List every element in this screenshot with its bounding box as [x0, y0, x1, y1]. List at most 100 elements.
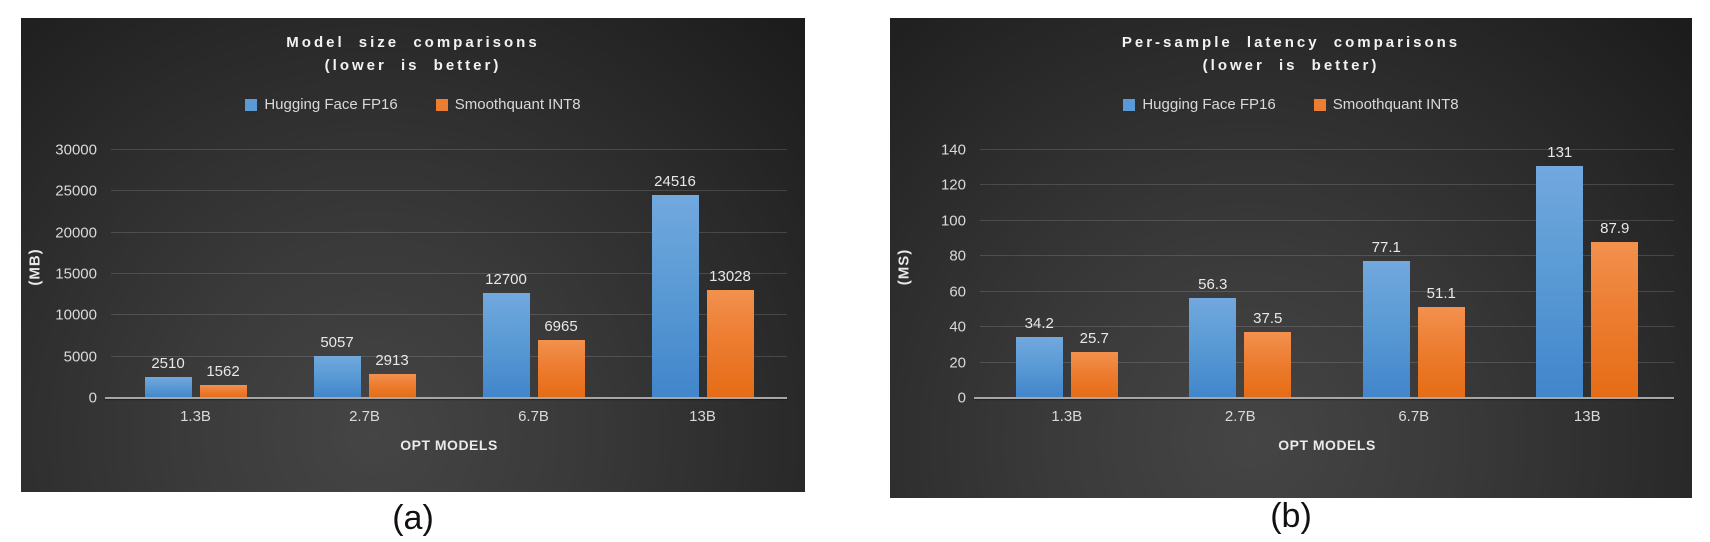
- chart-body: (MS) 0 20 40 60 80 100 120 140 34.2 25.7 56.3 37.5…: [890, 136, 1692, 406]
- gridline-140: [980, 149, 1674, 150]
- bar-smoothquant-int8-6.7B: 51.1: [1417, 286, 1465, 398]
- data-label-smoothquant-int8-6.7B: 6965: [544, 318, 578, 336]
- gridline-120: [980, 184, 1674, 186]
- legend-item-int8: Smoothquant INT8: [1313, 96, 1459, 113]
- bar-group-13B: 24516 13028: [651, 174, 754, 398]
- y-tick-label-20000: 20000: [55, 224, 97, 242]
- bar-hugging-face-fp16-13B: 131: [1536, 145, 1584, 398]
- bar-hugging-face-fp16-6.7B: 12700: [482, 272, 530, 398]
- legend-label-fp16: Hugging Face FP16: [1142, 96, 1276, 113]
- y-tick-label-5000: 5000: [63, 348, 97, 366]
- gridline-60: [980, 290, 1674, 292]
- y-axis-title-text: (MS): [895, 248, 913, 286]
- bar-smoothquant-int8-2.7B: 37.5: [1244, 311, 1292, 398]
- y-axis-ticks: 0 20 40 60 80 100 120 140: [918, 136, 980, 406]
- y-tick-label-120: 120: [940, 176, 966, 194]
- data-label-smoothquant-int8-13B: 87.9: [1600, 220, 1630, 238]
- legend-swatch-orange-icon: [435, 98, 448, 111]
- y-tick-label-40: 40: [949, 318, 966, 336]
- data-label-smoothquant-int8-1.3B: 25.7: [1079, 330, 1109, 348]
- bar-smoothquant-int8-6.7B: 6965: [537, 319, 585, 398]
- y-tick-label-15000: 15000: [55, 265, 97, 283]
- figure-caption-b: (b): [1270, 497, 1312, 535]
- x-tick-label-1.3B: 1.3B: [1051, 408, 1083, 425]
- x-axis-title: OPT MODELS: [400, 437, 498, 453]
- bar-hugging-face-fp16-1.3B: 2510: [144, 356, 192, 398]
- data-label-smoothquant-int8-13B: 13028: [709, 268, 751, 286]
- x-tick-label-13B: 13B: [689, 408, 716, 425]
- gridline-100: [980, 219, 1674, 221]
- data-label-smoothquant-int8-1.3B: 1562: [206, 363, 240, 381]
- chart-title-line1: Per-sample latency comparisons: [1121, 34, 1461, 51]
- figure-caption-a: (a): [392, 499, 434, 537]
- x-tick-label-2.7B: 2.7B: [1224, 408, 1256, 425]
- y-tick-label-30000: 30000: [55, 141, 97, 159]
- legend-label-int8: Smoothquant INT8: [1332, 96, 1459, 113]
- bar-smoothquant-int8-2.7B: 2913: [368, 353, 416, 398]
- plot-area: 2510 1562 5057 2913 12700 6965 24516 13028: [105, 136, 787, 399]
- y-tick-label-0: 0: [957, 389, 966, 407]
- x-tick-label-6.7B: 6.7B: [1398, 408, 1430, 425]
- y-tick-label-80: 80: [949, 247, 966, 265]
- x-tick-label-2.7B: 2.7B: [349, 408, 380, 425]
- bar-group-6.7B: 12700 6965: [482, 272, 585, 398]
- x-axis-line: [974, 397, 1674, 399]
- bar-groups: 34.2 25.7 56.3 37.5 77.1 51.1 131 87.9: [980, 136, 1674, 398]
- bar-hugging-face-fp16-13B: 24516: [651, 174, 699, 398]
- x-tick-label-6.7B: 6.7B: [518, 408, 549, 425]
- data-label-hugging-face-fp16-13B: 24516: [654, 173, 696, 191]
- y-axis-title-text: (MB): [26, 248, 44, 286]
- x-tick-label-1.3B: 1.3B: [180, 408, 211, 425]
- gridline-10000: [111, 314, 787, 316]
- chart-panel-model-size: Model size comparisons (lower is better)…: [21, 18, 805, 492]
- bar-hugging-face-fp16-2.7B: 5057: [313, 335, 361, 398]
- legend-item-fp16: Hugging Face FP16: [245, 96, 398, 113]
- bar-smoothquant-int8-13B: 13028: [706, 269, 754, 398]
- legend-swatch-blue-icon: [1123, 98, 1136, 111]
- bar-group-1.3B: 34.2 25.7: [1015, 316, 1118, 398]
- bar-group-2.7B: 5057 2913: [313, 335, 416, 398]
- bar-hugging-face-fp16-6.7B: 77.1: [1362, 240, 1410, 398]
- data-label-smoothquant-int8-2.7B: 37.5: [1253, 309, 1283, 327]
- legend-label-fp16: Hugging Face FP16: [264, 96, 398, 113]
- bar-smoothquant-int8-1.3B: 1562: [199, 364, 247, 398]
- x-axis-labels: 1.3B 2.7B 6.7B 13B: [111, 408, 787, 425]
- legend-swatch-blue-icon: [245, 98, 258, 111]
- data-label-smoothquant-int8-2.7B: 2913: [375, 351, 409, 369]
- x-tick-label-13B: 13B: [1573, 408, 1601, 425]
- bar-smoothquant-int8-1.3B: 25.7: [1070, 331, 1118, 398]
- bar-group-13B: 131 87.9: [1536, 145, 1639, 398]
- legend-item-int8: Smoothquant INT8: [435, 96, 581, 113]
- data-label-smoothquant-int8-6.7B: 51.1: [1426, 285, 1456, 303]
- legend: Hugging Face FP16 Smoothquant INT8: [890, 96, 1692, 113]
- gridline-15000: [111, 273, 787, 274]
- bar-hugging-face-fp16-1.3B: 34.2: [1015, 316, 1063, 398]
- chart-title-line2: (lower is better): [324, 57, 502, 74]
- gridline-25000: [111, 190, 787, 192]
- y-axis-title: (MS): [890, 136, 918, 398]
- x-axis-title: OPT MODELS: [1278, 437, 1376, 453]
- bar-hugging-face-fp16-2.7B: 56.3: [1189, 277, 1237, 398]
- data-label-hugging-face-fp16-2.7B: 5057: [320, 334, 354, 352]
- data-label-hugging-face-fp16-1.3B: 2510: [151, 355, 185, 373]
- y-tick-label-100: 100: [940, 212, 966, 230]
- gridline-20: [980, 361, 1674, 363]
- y-axis-title: (MB): [21, 136, 49, 398]
- y-tick-label-140: 140: [940, 141, 966, 159]
- chart-title: Per-sample latency comparisons (lower is…: [890, 18, 1692, 77]
- bar-group-6.7B: 77.1 51.1: [1362, 240, 1465, 398]
- bar-group-2.7B: 56.3 37.5: [1189, 277, 1292, 398]
- legend: Hugging Face FP16 Smoothquant INT8: [21, 96, 805, 113]
- y-tick-label-25000: 25000: [55, 182, 97, 200]
- chart-title-line1: Model size comparisons: [286, 34, 540, 51]
- chart-title-line2: (lower is better): [1202, 57, 1380, 74]
- y-tick-label-0: 0: [88, 389, 97, 407]
- data-label-hugging-face-fp16-13B: 131: [1547, 143, 1573, 161]
- y-tick-label-20: 20: [949, 354, 966, 372]
- gridline-20000: [111, 231, 787, 233]
- gridline-80: [980, 255, 1674, 257]
- gridline-40: [980, 326, 1674, 328]
- legend-label-int8: Smoothquant INT8: [454, 96, 581, 113]
- y-tick-label-60: 60: [949, 283, 966, 301]
- data-label-hugging-face-fp16-6.7B: 12700: [485, 271, 527, 289]
